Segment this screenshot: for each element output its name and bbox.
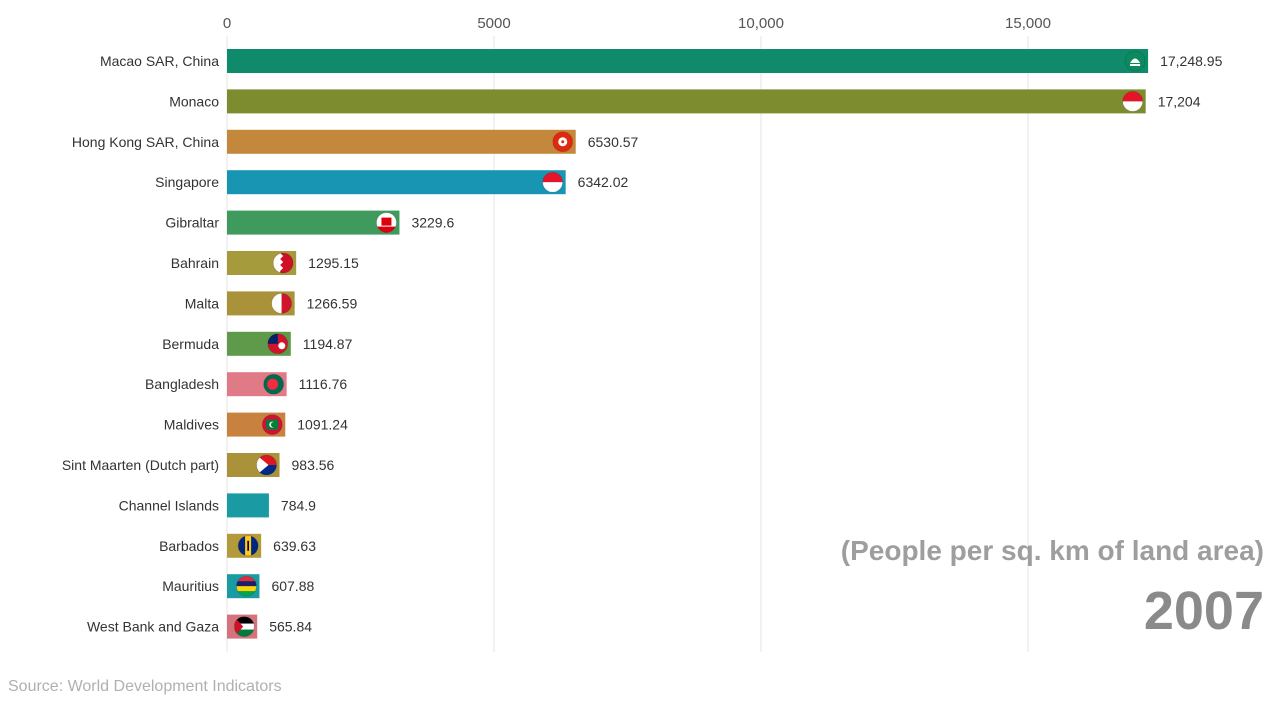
bar bbox=[227, 210, 400, 235]
sint-maarten-flag-icon bbox=[256, 454, 278, 476]
value-label: 6530.57 bbox=[588, 134, 639, 150]
category-label: Bermuda bbox=[162, 336, 219, 352]
palestine-flag-icon bbox=[233, 616, 255, 638]
category-label: Bangladesh bbox=[145, 376, 219, 392]
maldives-flag-icon bbox=[261, 414, 283, 436]
malta-flag-icon bbox=[271, 292, 293, 314]
bar bbox=[227, 89, 1146, 114]
value-label: 1295.15 bbox=[308, 255, 359, 271]
x-tick-label: 0 bbox=[223, 15, 231, 32]
value-label: 639.63 bbox=[273, 538, 316, 554]
x-tick-label: 15,000 bbox=[1005, 15, 1051, 32]
bermuda-flag-icon bbox=[267, 333, 289, 355]
unit-label: (People per sq. km of land area) bbox=[840, 535, 1264, 566]
bahrain-flag-icon bbox=[272, 252, 294, 274]
x-tick-label: 10,000 bbox=[738, 15, 784, 32]
category-label: Maldives bbox=[164, 417, 219, 433]
category-label: Gibraltar bbox=[165, 215, 219, 231]
category-label: Macao SAR, China bbox=[100, 53, 219, 69]
bar bbox=[227, 493, 269, 518]
monaco-flag-icon bbox=[1122, 90, 1144, 112]
value-label: 17,204 bbox=[1158, 93, 1201, 109]
category-label: Hong Kong SAR, China bbox=[72, 134, 219, 150]
category-label: Malta bbox=[185, 295, 219, 311]
bar bbox=[227, 170, 566, 195]
value-label: 784.9 bbox=[281, 497, 316, 513]
category-label: Sint Maarten (Dutch part) bbox=[62, 457, 219, 473]
value-label: 3229.6 bbox=[411, 215, 454, 231]
year-label: 2007 bbox=[1143, 581, 1264, 641]
category-label: Bahrain bbox=[171, 255, 219, 271]
value-label: 565.84 bbox=[269, 619, 312, 635]
category-label: Barbados bbox=[159, 538, 219, 554]
value-label: 1266.59 bbox=[307, 295, 358, 311]
mauritius-flag-icon bbox=[235, 575, 257, 597]
bangladesh-flag-icon bbox=[263, 373, 285, 395]
x-tick-label: 5000 bbox=[477, 15, 510, 32]
value-label: 1116.76 bbox=[299, 376, 348, 392]
category-label: Singapore bbox=[155, 174, 219, 190]
value-label: 983.56 bbox=[292, 457, 335, 473]
barbados-flag-icon bbox=[237, 535, 259, 557]
value-label: 1091.24 bbox=[297, 417, 348, 433]
value-label: 17,248.95 bbox=[1160, 53, 1222, 69]
value-label: 1194.87 bbox=[303, 336, 353, 352]
bar bbox=[227, 49, 1149, 73]
gibraltar-flag-icon bbox=[375, 212, 397, 234]
singapore-flag-icon bbox=[542, 171, 564, 193]
category-label: Mauritius bbox=[162, 578, 219, 594]
category-label: Monaco bbox=[169, 93, 219, 109]
macao-flag-icon bbox=[1124, 50, 1146, 72]
category-label: West Bank and Gaza bbox=[87, 619, 219, 635]
bar bbox=[227, 129, 576, 154]
category-label: Channel Islands bbox=[119, 497, 219, 513]
hong-kong-flag-icon bbox=[552, 131, 574, 153]
value-label: 6342.02 bbox=[578, 174, 629, 190]
source-note: Source: World Development Indicators bbox=[8, 678, 282, 695]
value-label: 607.88 bbox=[271, 578, 314, 594]
